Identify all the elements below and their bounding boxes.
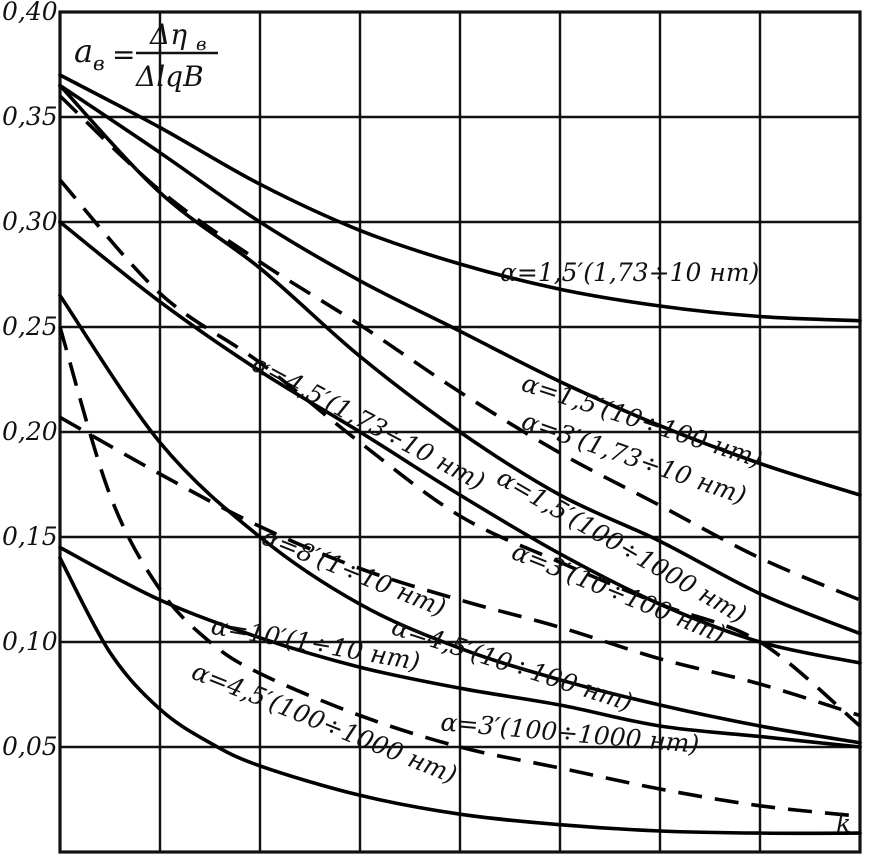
formula-eq: = [112, 38, 135, 71]
y-tick-label: 0,40 [2, 0, 58, 26]
y-axis-formula: a в = Δη в ΔlqB [74, 18, 218, 93]
series-line [58, 293, 862, 745]
series-line [58, 220, 862, 665]
y-tick-label: 0,05 [2, 732, 58, 761]
formula-numerator: Δη [149, 18, 187, 51]
series-line [58, 326, 861, 819]
series-line [58, 83, 862, 497]
y-tick-label: 0,25 [2, 312, 58, 341]
series-label: α=4,5′(10÷100 нт) [388, 612, 636, 717]
series-label: α=4,5′(1,73÷10 нт) [247, 349, 490, 496]
series-line [59, 415, 861, 718]
series-label: α=4,5′(100÷1000 нт) [188, 656, 461, 789]
series-label: α=1,5′(1,73÷10 нт) [500, 258, 759, 287]
series-line [58, 83, 862, 636]
y-axis-ticks: 0,40 0,35 0,30 0,25 0,20 0,15 0,10 0,05 [2, 0, 58, 761]
y-tick-label: 0,35 [2, 102, 58, 131]
formula-numerator-sub: в [196, 34, 206, 55]
series-line [58, 178, 862, 728]
y-tick-label: 0,30 [2, 207, 58, 236]
series-line [58, 73, 862, 323]
formula-lhs: a [74, 32, 93, 70]
y-tick-label: 0,20 [2, 417, 58, 446]
series-line [58, 545, 862, 749]
series-line [58, 556, 862, 836]
formula-lhs-sub: в [93, 51, 105, 75]
series-line [58, 94, 861, 602]
y-tick-label: 0,15 [2, 522, 58, 551]
data-series [58, 73, 862, 836]
plot-frame [58, 10, 862, 854]
y-tick-label: 0,10 [2, 627, 58, 656]
x-axis-label: k [836, 809, 851, 838]
formula-denominator: ΔlqB [135, 60, 204, 93]
